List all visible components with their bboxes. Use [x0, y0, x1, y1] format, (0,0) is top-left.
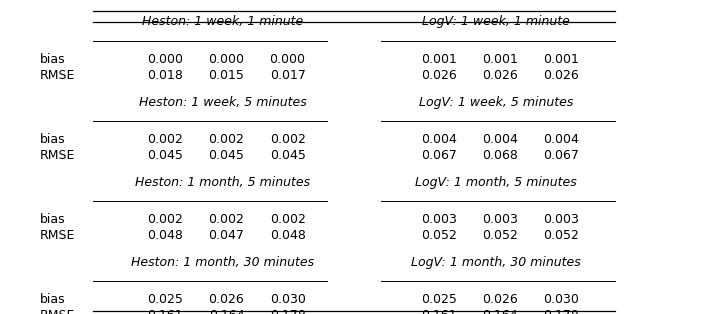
Text: 0.004: 0.004	[482, 133, 518, 146]
Text: 0.004: 0.004	[543, 133, 579, 146]
Text: Heston: 1 month, 5 minutes: Heston: 1 month, 5 minutes	[135, 176, 311, 189]
Text: bias: bias	[40, 133, 65, 146]
Text: Heston: 1 week, 1 minute: Heston: 1 week, 1 minute	[142, 15, 303, 29]
Text: bias: bias	[40, 213, 65, 226]
Text: 0.002: 0.002	[209, 133, 244, 146]
Text: 0.000: 0.000	[209, 52, 244, 66]
Text: 0.161: 0.161	[147, 309, 183, 314]
Text: 0.002: 0.002	[270, 133, 306, 146]
Text: 0.047: 0.047	[209, 229, 244, 242]
Text: RMSE: RMSE	[40, 69, 75, 82]
Text: 0.067: 0.067	[421, 149, 457, 162]
Text: 0.026: 0.026	[482, 69, 518, 82]
Text: 0.161: 0.161	[421, 309, 457, 314]
Text: 0.004: 0.004	[421, 133, 457, 146]
Text: 0.178: 0.178	[270, 309, 306, 314]
Text: 0.002: 0.002	[209, 213, 244, 226]
Text: 0.001: 0.001	[421, 52, 457, 66]
Text: 0.002: 0.002	[147, 213, 183, 226]
Text: 0.003: 0.003	[482, 213, 518, 226]
Text: RMSE: RMSE	[40, 309, 75, 314]
Text: 0.001: 0.001	[543, 52, 579, 66]
Text: 0.045: 0.045	[270, 149, 306, 162]
Text: 0.052: 0.052	[543, 229, 579, 242]
Text: 0.045: 0.045	[147, 149, 183, 162]
Text: 0.026: 0.026	[421, 69, 457, 82]
Text: 0.018: 0.018	[147, 69, 183, 82]
Text: 0.178: 0.178	[543, 309, 579, 314]
Text: 0.068: 0.068	[482, 149, 518, 162]
Text: 0.000: 0.000	[147, 52, 183, 66]
Text: 0.002: 0.002	[270, 213, 306, 226]
Text: bias: bias	[40, 293, 65, 306]
Text: 0.030: 0.030	[543, 293, 579, 306]
Text: 0.026: 0.026	[482, 293, 518, 306]
Text: 0.052: 0.052	[421, 229, 457, 242]
Text: 0.017: 0.017	[270, 69, 306, 82]
Text: 0.000: 0.000	[270, 52, 306, 66]
Text: 0.003: 0.003	[421, 213, 457, 226]
Text: 0.001: 0.001	[482, 52, 518, 66]
Text: LogV: 1 month, 30 minutes: LogV: 1 month, 30 minutes	[411, 256, 581, 269]
Text: RMSE: RMSE	[40, 149, 75, 162]
Text: 0.025: 0.025	[421, 293, 457, 306]
Text: 0.026: 0.026	[543, 69, 579, 82]
Text: 0.164: 0.164	[209, 309, 244, 314]
Text: LogV: 1 week, 1 minute: LogV: 1 week, 1 minute	[422, 15, 570, 29]
Text: LogV: 1 week, 5 minutes: LogV: 1 week, 5 minutes	[419, 95, 573, 109]
Text: LogV: 1 month, 5 minutes: LogV: 1 month, 5 minutes	[416, 176, 577, 189]
Text: 0.003: 0.003	[543, 213, 579, 226]
Text: 0.015: 0.015	[209, 69, 244, 82]
Text: 0.067: 0.067	[543, 149, 579, 162]
Text: Heston: 1 month, 30 minutes: Heston: 1 month, 30 minutes	[132, 256, 314, 269]
Text: 0.048: 0.048	[270, 229, 306, 242]
Text: 0.002: 0.002	[147, 133, 183, 146]
Text: RMSE: RMSE	[40, 229, 75, 242]
Text: 0.045: 0.045	[209, 149, 244, 162]
Text: 0.164: 0.164	[482, 309, 518, 314]
Text: Heston: 1 week, 5 minutes: Heston: 1 week, 5 minutes	[139, 95, 307, 109]
Text: 0.048: 0.048	[147, 229, 183, 242]
Text: 0.052: 0.052	[482, 229, 518, 242]
Text: 0.025: 0.025	[147, 293, 183, 306]
Text: bias: bias	[40, 52, 65, 66]
Text: 0.030: 0.030	[270, 293, 306, 306]
Text: 0.026: 0.026	[209, 293, 244, 306]
